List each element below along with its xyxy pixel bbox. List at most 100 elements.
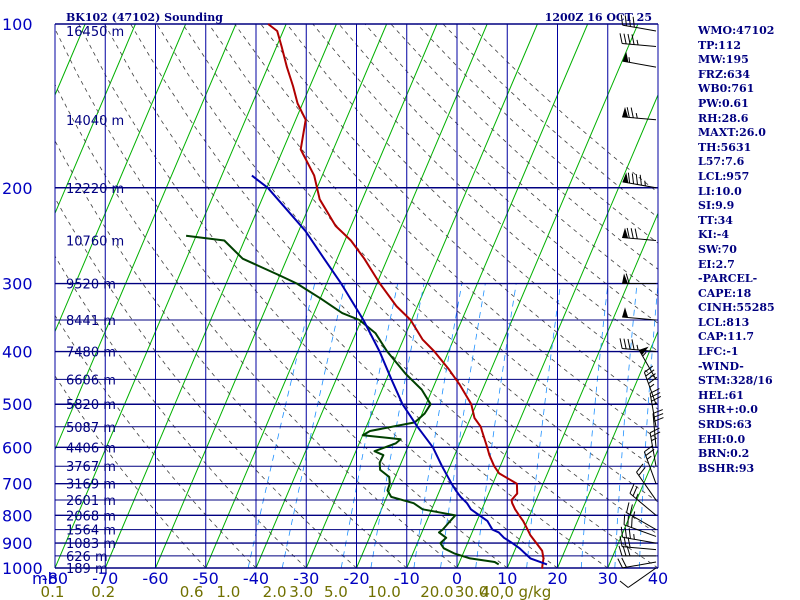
wind-barb-staff	[622, 24, 657, 32]
wind-barb-staff	[626, 512, 657, 531]
wind-barb-staff	[649, 393, 657, 427]
wind-barb-flag	[650, 431, 661, 438]
pressure-tick-label: 600	[2, 438, 33, 457]
dry-adiabat-line	[55, 197, 357, 568]
wind-barb-flag	[631, 173, 635, 184]
wind-barb	[622, 172, 657, 189]
wind-barb-flag	[635, 174, 638, 185]
wind-barb-flag	[627, 172, 631, 184]
wind-barb-flag	[629, 483, 635, 494]
sounding-index-item: CAPE:18	[698, 286, 752, 300]
wind-barb-half-flag	[646, 455, 652, 460]
wind-barb-half-flag	[636, 39, 639, 46]
wind-barb	[622, 307, 657, 321]
wind-barb-half-flag	[633, 534, 635, 540]
height-label: 10760 m	[66, 234, 124, 249]
sounding-index-item: MW:195	[698, 53, 749, 67]
wind-barb-half-flag	[642, 351, 647, 357]
wind-barb-pennant	[622, 51, 629, 63]
isotherm-line	[104, 24, 337, 568]
wind-barb-staff	[622, 237, 657, 241]
temperature-tick-label: -30	[293, 569, 319, 588]
sounding-index-item: BRN:0.2	[698, 447, 750, 461]
wind-barb-flag	[639, 174, 642, 186]
pressure-tick-label: 200	[2, 179, 33, 198]
wind-barb-flag	[629, 504, 633, 515]
wind-barb-flag	[628, 528, 631, 539]
mixing-ratio-labels: 0.1 0.2 0.6 1.0 2.0 3.0 5.0 10.0 20.0 30.040,0 g/k…	[41, 583, 552, 600]
isotherm-line	[205, 24, 438, 568]
sounding-index-item: TH:5631	[698, 140, 752, 154]
height-label: 8441 m	[66, 314, 116, 329]
height-label: 7480 m	[66, 346, 116, 361]
wind-barb-flag	[638, 466, 646, 476]
wind-barb-flag	[627, 33, 631, 45]
height-label: 9520 m	[66, 278, 116, 293]
wind-barb-flag	[619, 536, 623, 547]
isobar-lines	[55, 23, 658, 569]
wind-barb-staff	[622, 348, 657, 353]
wind-barb	[643, 445, 657, 484]
wind-barb-flag	[644, 445, 654, 453]
sounding-index-item: TT:34	[698, 213, 733, 227]
sounding-index-item: TP:112	[698, 38, 742, 52]
temperature-tick-label: -80	[42, 569, 68, 588]
wind-barb-flag	[630, 228, 634, 239]
wind-barb-staff	[636, 471, 657, 501]
mixing-ratio-label: 5.0	[324, 583, 348, 600]
wind-barb-flag	[623, 536, 627, 548]
wind-barb-staff	[622, 316, 657, 321]
height-label: 2068 m	[66, 509, 116, 524]
pressure-tick-label: 100	[2, 15, 33, 34]
pressure-tick-label: 900	[2, 534, 33, 553]
dry-adiabat-line	[208, 24, 658, 471]
wind-barb-flag	[621, 557, 627, 568]
wind-barb-flag	[634, 228, 638, 239]
sounding-index-item: PW:0.61	[698, 96, 749, 110]
wind-barb-flag	[626, 227, 630, 239]
wind-barb-half-flag	[644, 180, 646, 186]
sounding-index-item: -PARCEL-	[698, 272, 758, 286]
temperature-grid	[54, 24, 659, 569]
isotherm-line	[255, 24, 488, 568]
wind-barb-flag	[632, 16, 635, 28]
dry-adiabat-line	[55, 314, 257, 568]
wind-barb-flag	[636, 463, 644, 473]
mixing-ratio-label: 0.6	[180, 583, 204, 600]
wind-barb-staff	[638, 349, 657, 380]
height-label: 2601 m	[66, 494, 116, 509]
sounding-index-item: LCL:813	[698, 315, 750, 329]
wind-barb	[620, 526, 657, 544]
height-labels: 16450 m 14040 m 12220 m 10760 m 9520 m 8441 m…	[66, 25, 124, 577]
sounding-index-item: SRDS:63	[698, 418, 752, 432]
wind-barb-flag	[620, 526, 624, 538]
wind-barb-flag	[653, 413, 664, 418]
height-label: 626 m	[66, 550, 108, 565]
dry-adiabat-line	[78, 24, 558, 568]
wind-barb-flag	[632, 486, 638, 497]
height-label: 16450 m	[66, 25, 124, 40]
isotherm-line	[456, 93, 658, 568]
wind-barb-flag	[644, 365, 654, 373]
wind-barb	[622, 227, 657, 241]
wind-barb-flag	[630, 107, 634, 118]
isotherm-line	[55, 24, 237, 452]
dry-adiabat-line	[390, 24, 658, 270]
wind-barb-staff	[627, 567, 657, 588]
wind-barb-flag	[624, 15, 627, 26]
wind-barb-staff	[622, 181, 657, 189]
height-label: 1564 m	[66, 524, 116, 539]
isotherm-line	[55, 24, 187, 333]
mixing-ratio-label: 1.0	[216, 583, 240, 600]
mixing-ratio-label: 30.0	[455, 583, 488, 600]
wind-barb	[626, 502, 657, 531]
dry-adiabat-line	[182, 24, 658, 503]
isotherm-line	[55, 24, 136, 215]
wind-barb-staff	[643, 372, 657, 405]
wind-barbs	[617, 14, 664, 588]
pressure-tick-label: 400	[2, 343, 33, 362]
wind-barb-half-flag	[632, 511, 636, 517]
temperature-tick-label: -40	[243, 569, 269, 588]
wind-barb	[619, 536, 657, 551]
sounding-index-item: SI:9.9	[698, 199, 735, 213]
